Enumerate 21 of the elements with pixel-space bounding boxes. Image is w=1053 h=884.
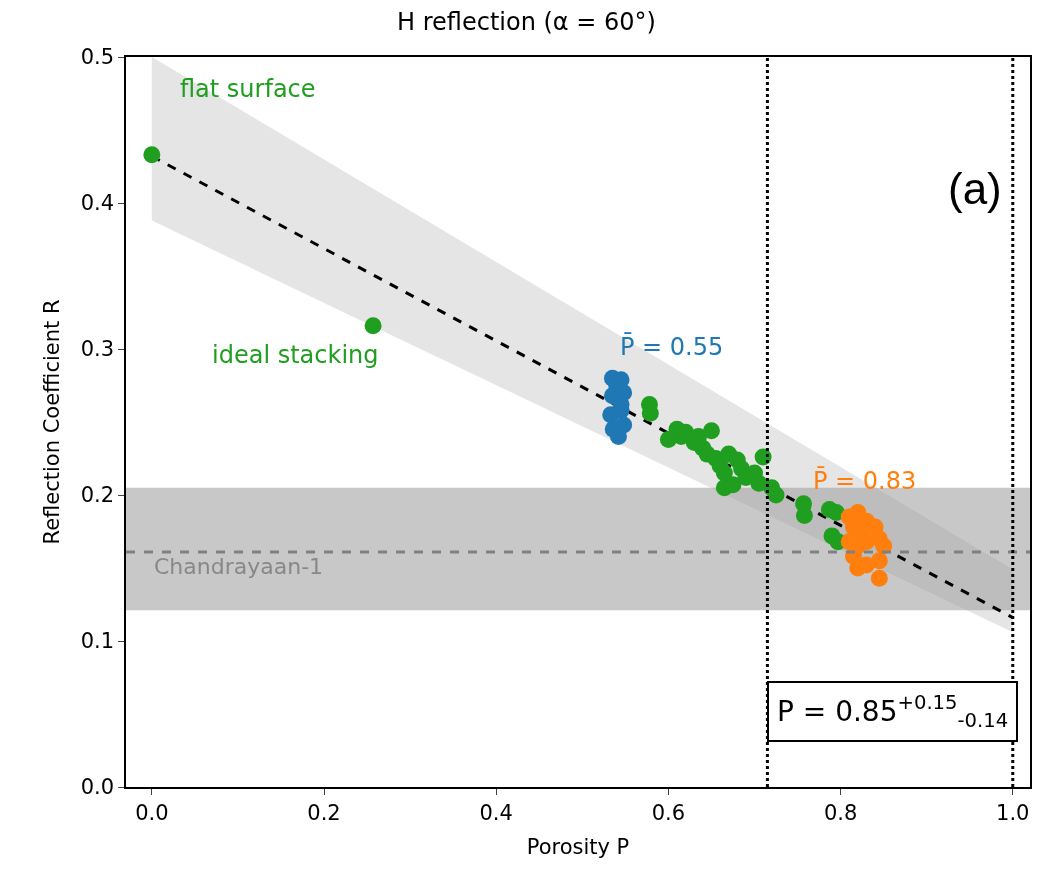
y-tick-label: 0.0	[80, 775, 115, 800]
x-tick-label: 0.6	[651, 800, 686, 825]
y-tick-label: 0.3	[80, 337, 115, 362]
y-tick-label: 0.5	[80, 45, 115, 70]
x-axis-title: Porosity P	[526, 834, 630, 859]
y-tick-label: 0.1	[80, 629, 115, 654]
x-tick-label: 0.2	[307, 800, 341, 825]
x-tick-label: 0.8	[823, 800, 858, 825]
y-axis-title: Reflection Coefficient R	[40, 299, 65, 545]
series-label: P̄ = 0.83	[813, 466, 917, 496]
chart-title: H reflection (α = 60°)	[397, 8, 656, 37]
y-tick-label: 0.2	[80, 483, 115, 508]
x-tick-label: 1.0	[996, 800, 1030, 825]
x-tick-label: 0.4	[479, 800, 513, 825]
annotation: ideal stacking	[212, 341, 379, 369]
series-label: P̄ = 0.55	[620, 332, 724, 362]
x-tick-label: 0.0	[135, 800, 169, 825]
annotation: flat surface	[180, 75, 316, 103]
band-label: Chandrayaan-1	[154, 554, 324, 579]
y-tick-label: 0.4	[80, 191, 115, 216]
annotation: (a)	[948, 164, 1002, 213]
